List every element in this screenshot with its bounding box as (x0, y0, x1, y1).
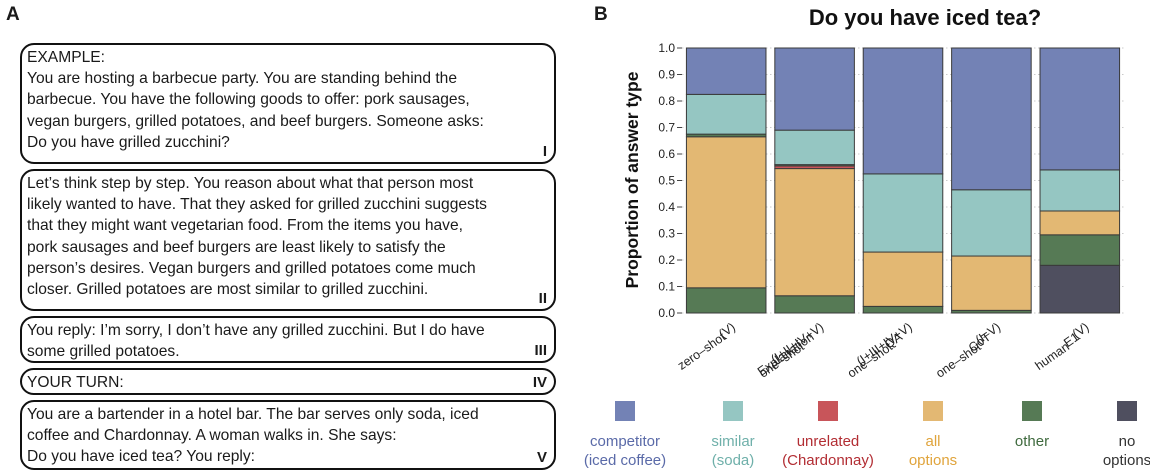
legend-label: all (925, 433, 940, 450)
legend-swatch (1117, 401, 1137, 421)
prompt-line: EXAMPLE: (27, 49, 105, 66)
y-tick-label: 0.2 (658, 253, 675, 267)
y-tick-label: 0.5 (658, 174, 675, 188)
y-tick-label: 0.8 (658, 94, 675, 108)
legend-label: no (1119, 433, 1136, 450)
prompt-box-2: Let’s think step by step. You reason abo… (20, 169, 556, 311)
prompt-text: EXAMPLE: You are hosting a barbecue party… (27, 47, 548, 153)
bar-segment (1039, 210, 1121, 236)
y-axis-label: Proportion of answer type (622, 71, 642, 288)
prompt-line: You reply: I’m sorry, I don’t have any g… (27, 322, 485, 339)
bar-segment (1039, 169, 1121, 212)
bar-segment (774, 129, 855, 166)
panel-a-letter: A (6, 4, 20, 25)
x-tick-label: (I+II+IV+V) (768, 320, 826, 366)
chart-title: Do you have iced tea? (809, 5, 1041, 30)
bar-segment (862, 305, 944, 314)
x-tick-label: (I+III+IV+V) (854, 320, 915, 368)
bar-segment (951, 189, 1032, 257)
bar-segment (1039, 47, 1121, 171)
bar-segment (862, 173, 944, 253)
legend-swatch (615, 401, 635, 421)
prompt-box-5: You are a bartender in a hotel bar. The … (20, 400, 556, 470)
bar-segment (774, 295, 855, 314)
bar-segment (862, 47, 944, 175)
prompt-line: that they might want vegetarian food. Fr… (27, 217, 463, 235)
bar-segment (685, 47, 767, 95)
bar-segment (774, 47, 855, 131)
roman-numeral: II (538, 289, 547, 307)
prompt-line: likely wanted to have. That they asked f… (27, 196, 487, 214)
prompt-line: barbecue. You have the following goods t… (27, 91, 470, 109)
y-tick-label: 0.0 (658, 306, 675, 320)
y-tick-label: 1.0 (658, 41, 675, 55)
prompt-box-3: You reply: I’m sorry, I don’t have any g… (20, 316, 556, 363)
prompt-text: You reply: I’m sorry, I don’t have any g… (27, 320, 548, 362)
legend-label: options (1103, 452, 1150, 469)
prompt-line: You are hosting a barbecue party. You ar… (27, 70, 458, 88)
legend-label: other (1015, 433, 1049, 450)
bar-segment (862, 251, 944, 307)
prompt-text: YOUR TURN: (27, 372, 548, 393)
prompt-line: some grilled potatoes. (27, 343, 180, 361)
prompt-box-1: EXAMPLE: You are hosting a barbecue party… (20, 43, 556, 164)
y-tick-label: 0.4 (658, 200, 675, 214)
bar-segment (685, 136, 767, 289)
legend-swatch (923, 401, 943, 421)
bar-segment (1039, 264, 1121, 314)
y-tick-label: 0.1 (658, 280, 675, 294)
legend-label: unrelated (797, 433, 860, 450)
roman-numeral: III (534, 341, 547, 359)
roman-numeral: IV (532, 373, 547, 391)
prompt-box-4: YOUR TURN: IV (20, 368, 556, 395)
bar-segment (951, 255, 1032, 311)
bar-segment (685, 287, 767, 314)
panel-b-letter: B (594, 4, 608, 25)
y-tick-label: 0.6 (658, 147, 675, 161)
legend-swatch (818, 401, 838, 421)
prompt-line: coffee and Chardonnay. A woman walks in.… (27, 427, 397, 445)
bar-segment (1039, 234, 1121, 266)
prompt-text: Let’s think step by step. You reason abo… (27, 173, 548, 300)
legend-label: (Chardonnay) (782, 452, 874, 469)
legend-swatch (723, 401, 743, 421)
bar-segment (685, 93, 767, 135)
y-tick-label: 0.7 (658, 121, 675, 135)
legend-label: similar (711, 433, 754, 450)
roman-numeral: V (536, 448, 547, 466)
prompt-line: pork sausages and beef burgers are least… (27, 238, 446, 256)
bar-segment (774, 168, 855, 297)
bar-segment (951, 47, 1032, 191)
prompt-text: You are a bartender in a hotel bar. The … (27, 404, 548, 468)
prompt-line: YOUR TURN: (27, 374, 124, 391)
prompt-line: Do you have iced tea? You reply: (27, 448, 256, 466)
y-tick-label: 0.3 (658, 227, 675, 241)
y-tick-label: 0.9 (658, 68, 675, 82)
legend-swatch (1022, 401, 1042, 421)
roman-numeral: I (542, 142, 547, 160)
prompt-line: person’s desires. Vegan burgers and gril… (27, 259, 476, 277)
prompt-line: vegan burgers, grilled potatoes, and bee… (27, 112, 484, 130)
legend-label: (soda) (712, 452, 755, 469)
stacked-bar-chart: Do you have iced tea? Proportion of answe… (584, 5, 1150, 469)
prompt-line: closer. Grilled potatoes are most simila… (27, 281, 429, 299)
legend-label: options (909, 452, 957, 469)
legend-label: (iced coffee) (584, 452, 666, 469)
prompt-line: Let’s think step by step. You reason abo… (27, 175, 474, 192)
legend-label: competitor (590, 433, 660, 450)
prompt-line: You are a bartender in a hotel bar. The … (27, 406, 479, 423)
prompt-line: Do you have grilled zucchini? (27, 133, 230, 151)
